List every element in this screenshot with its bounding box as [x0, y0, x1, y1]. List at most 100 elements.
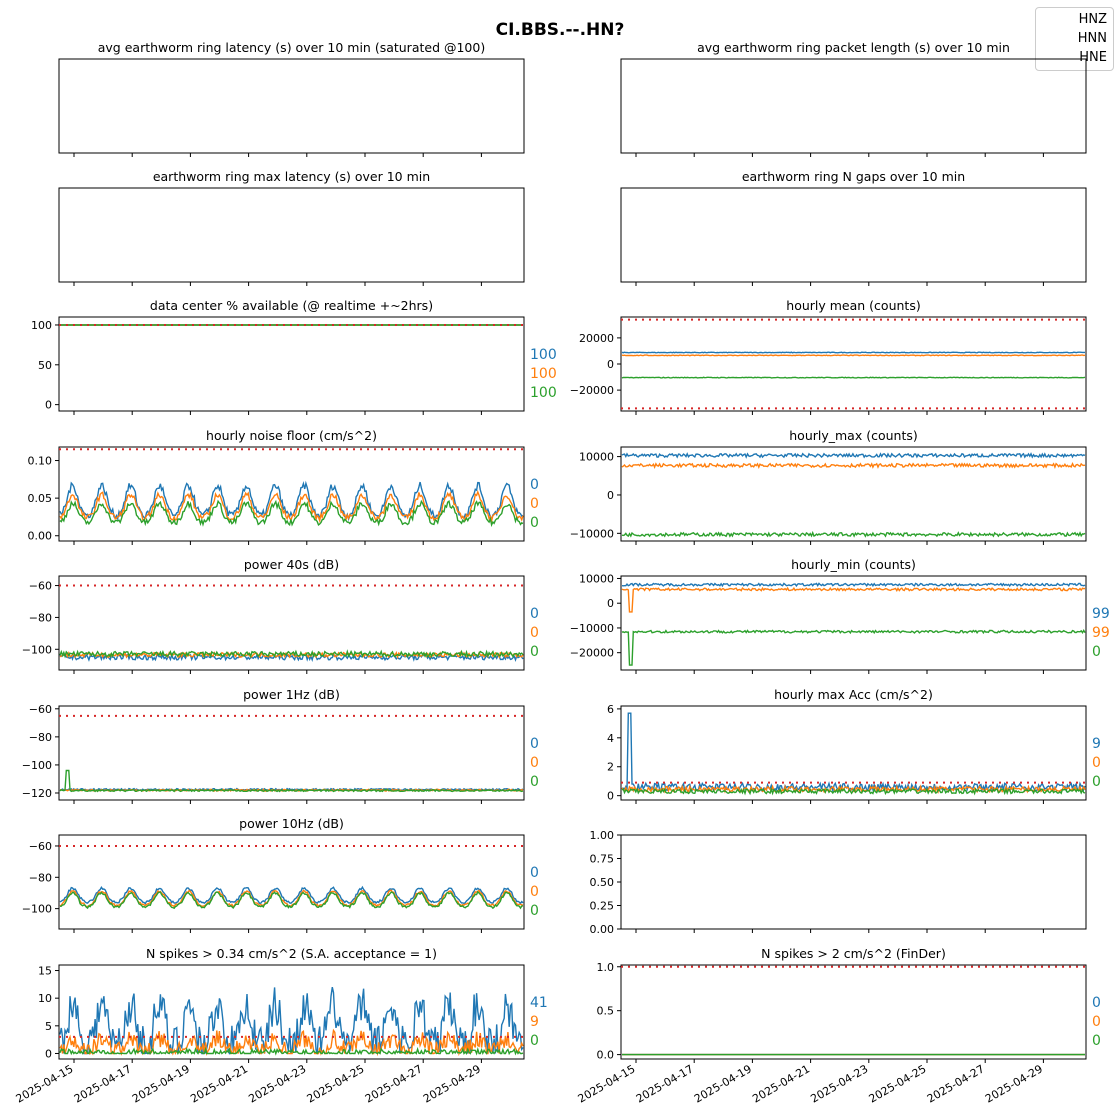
p70-xtick-label: 2025-04-15: [14, 1062, 76, 1105]
p40-side-label-hne: 0: [530, 644, 539, 660]
p20-side-label-hnn: 100: [530, 366, 557, 382]
p71-xtick-label: 2025-04-19: [692, 1062, 754, 1105]
p20-ytick-label: 100: [31, 319, 52, 332]
p50-ytick-label: −120: [22, 787, 52, 800]
p10-title: earthworm ring max latency (s) over 10 m…: [153, 169, 430, 184]
p00-title: avg earthworm ring latency (s) over 10 m…: [98, 40, 485, 55]
p71-xtick-label: 2025-04-15: [576, 1062, 638, 1105]
p31-series-hnz: [621, 452, 1086, 459]
p70-ytick-label: 5: [45, 1020, 52, 1033]
p31-ytick-label: −10000: [570, 527, 614, 540]
p60-side-label-hnn: 0: [530, 884, 539, 900]
p30-series-hne: [59, 499, 524, 528]
p21-ytick-label: 0: [607, 358, 614, 371]
p40-ytick-label: −80: [29, 611, 52, 624]
p70-xtick-label: 2025-04-25: [305, 1062, 367, 1105]
p30-series-hnz: [59, 480, 524, 522]
p31-axes: [620, 446, 1087, 542]
p10-axes: [58, 187, 525, 283]
figure-title: CI.BBS.--.HN?: [495, 20, 625, 40]
p41-axes: [620, 575, 1087, 671]
p50-title: power 1Hz (dB): [243, 687, 340, 702]
p71-ytick-label: 0.5: [597, 1005, 615, 1018]
legend-entry-hnz: HNZ: [1078, 12, 1107, 27]
p71-xtick-label: 2025-04-23: [808, 1062, 870, 1105]
p20-title: data center % available (@ realtime +~2h…: [150, 298, 433, 313]
p61-ytick-label: 0.50: [590, 876, 615, 889]
p70-xtick-label: 2025-04-27: [363, 1062, 425, 1105]
p30-axes: [58, 446, 525, 542]
p51-ytick-label: 4: [607, 732, 614, 745]
p41-series-hne: [621, 628, 1086, 666]
p61-axes: [620, 834, 1087, 930]
p60-side-label-hne: 0: [530, 903, 539, 919]
p30-series-hnn: [59, 489, 524, 524]
p71-xtick-label: 2025-04-27: [925, 1062, 987, 1105]
p71-side-label-hnn: 0: [1092, 1014, 1101, 1030]
p51-side-label-hne: 0: [1092, 774, 1101, 790]
p70-title: N spikes > 0.34 cm/s^2 (S.A. acceptance …: [146, 946, 437, 961]
p51-title: hourly max Acc (cm/s^2): [774, 687, 933, 702]
p51-side-label-hnz: 9: [1092, 736, 1101, 752]
p60-ytick-label: −100: [22, 903, 52, 916]
p50-side-label-hne: 0: [530, 774, 539, 790]
legend: HNZ HNN HNE: [1035, 7, 1114, 71]
p40-ytick-label: −60: [29, 580, 52, 593]
p70-ytick-label: 10: [38, 992, 52, 1005]
p40-axes: [58, 575, 525, 671]
p61-ytick-label: 0.00: [590, 923, 615, 936]
p71-title: N spikes > 2 cm/s^2 (FinDer): [761, 946, 946, 961]
p21-ytick-label: −20000: [570, 384, 614, 397]
p71-axes: [620, 964, 1087, 1060]
p61-ytick-label: 0.25: [590, 900, 615, 913]
p21-series-hnz: [621, 351, 1085, 354]
p70-xtick-label: 2025-04-29: [421, 1062, 483, 1105]
p71-side-label-hne: 0: [1092, 1033, 1101, 1049]
p51-ytick-label: 2: [607, 761, 614, 774]
p70-side-label-hnz: 41: [530, 995, 548, 1011]
p40-title: power 40s (dB): [244, 557, 339, 572]
p70-series-hnn: [59, 1028, 524, 1057]
p30-title: hourly noise floor (cm/s^2): [206, 428, 377, 443]
p41-side-label-hne: 0: [1092, 644, 1101, 660]
p20-ytick-label: 50: [38, 359, 52, 372]
p60-series-hne: [59, 890, 524, 910]
p41-side-label-hnn: 99: [1092, 625, 1110, 641]
p21-axes: [620, 316, 1087, 412]
p60-axes: [58, 834, 525, 930]
p41-side-label-hnz: 99: [1092, 606, 1110, 622]
p60-ytick-label: −80: [29, 871, 52, 884]
p60-series-hnz: [59, 885, 524, 905]
p60-title: power 10Hz (dB): [239, 816, 344, 831]
p41-series-hnn: [621, 586, 1086, 613]
p31-series-hnn: [621, 462, 1086, 469]
p51-series-hne: [621, 787, 1086, 796]
p41-ytick-label: 0: [607, 597, 614, 610]
p40-series-hnz: [59, 652, 524, 662]
p70-xtick-label: 2025-04-17: [72, 1062, 134, 1105]
p50-side-label-hnn: 0: [530, 755, 539, 771]
p40-series-hne: [59, 649, 524, 659]
p70-ytick-label: 0: [45, 1047, 52, 1060]
p40-ytick-label: −100: [22, 643, 52, 656]
p21-series-hnn: [621, 354, 1086, 357]
p20-side-label-hne: 100: [530, 385, 557, 401]
p21-series-hne: [621, 376, 1086, 379]
p30-ytick-label: 0.00: [28, 530, 53, 543]
p70-xtick-label: 2025-04-19: [130, 1062, 192, 1105]
p51-axes: [620, 705, 1087, 801]
legend-entry-hnn: HNN: [1077, 31, 1107, 46]
p50-ytick-label: −100: [22, 759, 52, 772]
p00-axes: [58, 58, 525, 154]
p30-side-label-hnn: 0: [530, 496, 539, 512]
p60-side-label-hnz: 0: [530, 865, 539, 881]
p40-side-label-hnn: 0: [530, 625, 539, 641]
p41-ytick-label: −20000: [570, 647, 614, 660]
p70-series-hne: [59, 1046, 524, 1056]
p31-ytick-label: 10000: [579, 451, 614, 464]
p50-series-hne: [59, 769, 524, 793]
p71-xtick-label: 2025-04-25: [867, 1062, 929, 1105]
p50-side-label-hnz: 0: [530, 736, 539, 752]
p70-xtick-label: 2025-04-21: [188, 1062, 250, 1105]
